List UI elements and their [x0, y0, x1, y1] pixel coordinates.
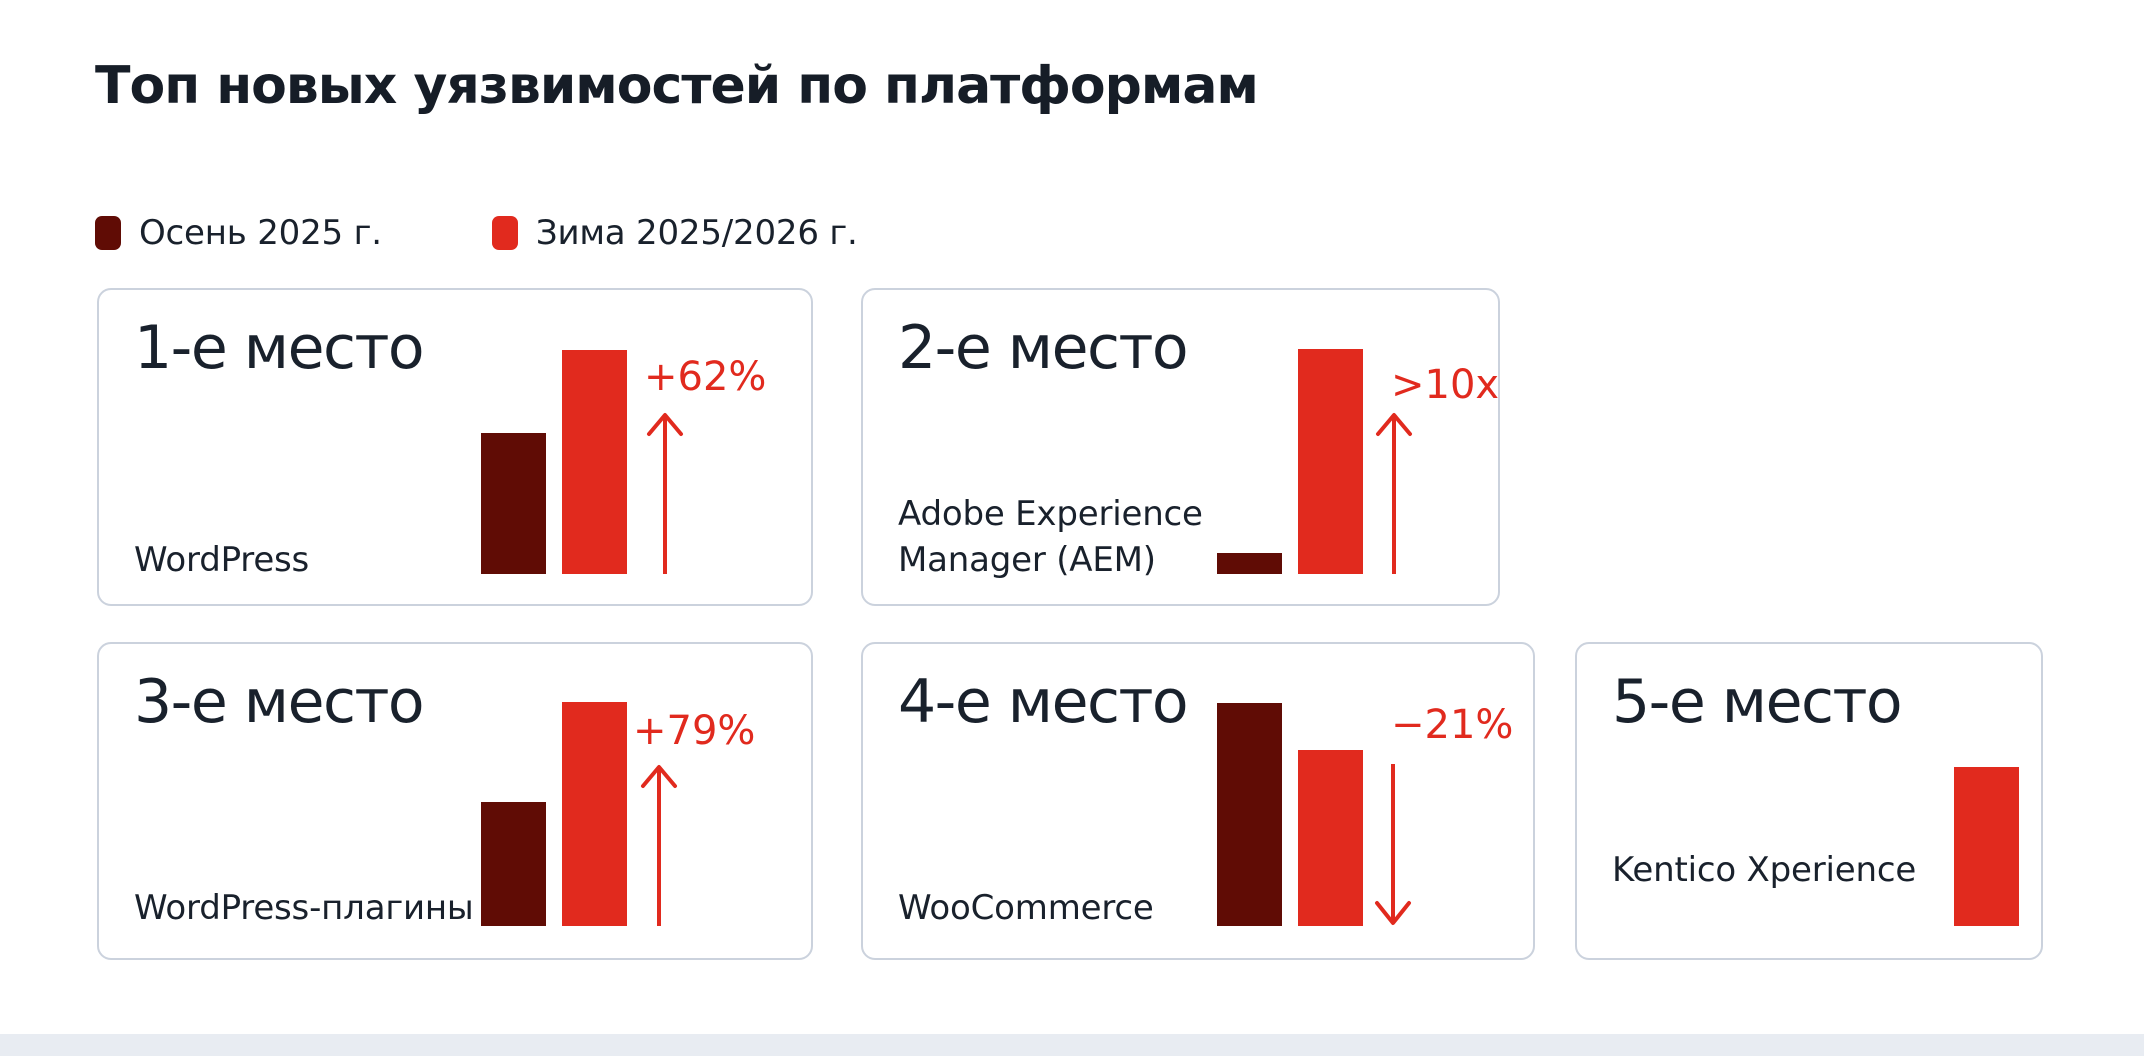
place-heading: 3-е место: [134, 667, 425, 737]
winter-swatch-icon: [491, 216, 518, 250]
winter-bar: [1298, 349, 1363, 574]
legend-label-winter: Зима 2025/2026 г.: [535, 213, 858, 253]
up-arrow-icon: [641, 765, 677, 926]
legend-label-autumn: Осень 2025 г.: [139, 213, 382, 253]
autumn-bar: [481, 802, 546, 926]
place-heading: 5-е место: [1612, 667, 1903, 737]
autumn-bar: [1217, 553, 1282, 574]
legend-item-autumn: Осень 2025 г.: [95, 213, 382, 253]
platform-label: Adobe Experience Manager (AEM): [898, 494, 1203, 581]
up-arrow-icon: [1376, 413, 1412, 574]
winter-bar: [562, 350, 627, 574]
rank-card-2: 2-е место Adobe Experience Manager (AEM)…: [861, 288, 1500, 606]
platform-label: Kentico Xperience: [1612, 850, 1917, 891]
up-arrow-icon: [647, 413, 683, 574]
place-heading: 1-е место: [134, 313, 425, 383]
winter-bar: [1954, 767, 2019, 926]
page-title: Топ новых уязвимостей по платформам: [95, 56, 1259, 116]
bar-group: [481, 702, 627, 926]
place-heading: 4-е место: [898, 667, 1189, 737]
place-heading: 2-е место: [898, 313, 1189, 383]
bar-group: [1217, 703, 1363, 926]
rank-card-4: 4-е место WooCommerce −21%: [861, 642, 1535, 960]
down-arrow-icon: [1375, 764, 1411, 925]
rank-card-1: 1-е место WordPress +62%: [97, 288, 813, 606]
bar-group: [1954, 767, 2019, 926]
bar-group: [1217, 349, 1363, 574]
rank-card-5: 5-е место Kentico Xperience: [1575, 642, 2043, 960]
change-label: +62%: [644, 354, 767, 400]
legend-item-winter: Зима 2025/2026 г.: [491, 213, 858, 253]
platform-label: WooCommerce: [898, 888, 1154, 929]
autumn-bar: [481, 433, 546, 574]
bottom-strip: [0, 1034, 2144, 1056]
winter-bar: [1298, 750, 1363, 926]
autumn-bar: [1217, 703, 1282, 926]
winter-bar: [562, 702, 627, 926]
change-label: +79%: [633, 708, 756, 754]
change-label: −21%: [1391, 702, 1514, 748]
rank-card-3: 3-е место WordPress-плагины +79%: [97, 642, 813, 960]
bar-group: [481, 350, 627, 574]
change-label: >10x: [1391, 362, 1500, 408]
platform-label: WordPress-плагины: [134, 888, 474, 929]
platform-label: WordPress: [134, 540, 310, 581]
autumn-swatch-icon: [95, 216, 121, 250]
legend: Осень 2025 г. Зима 2025/2026 г.: [95, 213, 858, 253]
